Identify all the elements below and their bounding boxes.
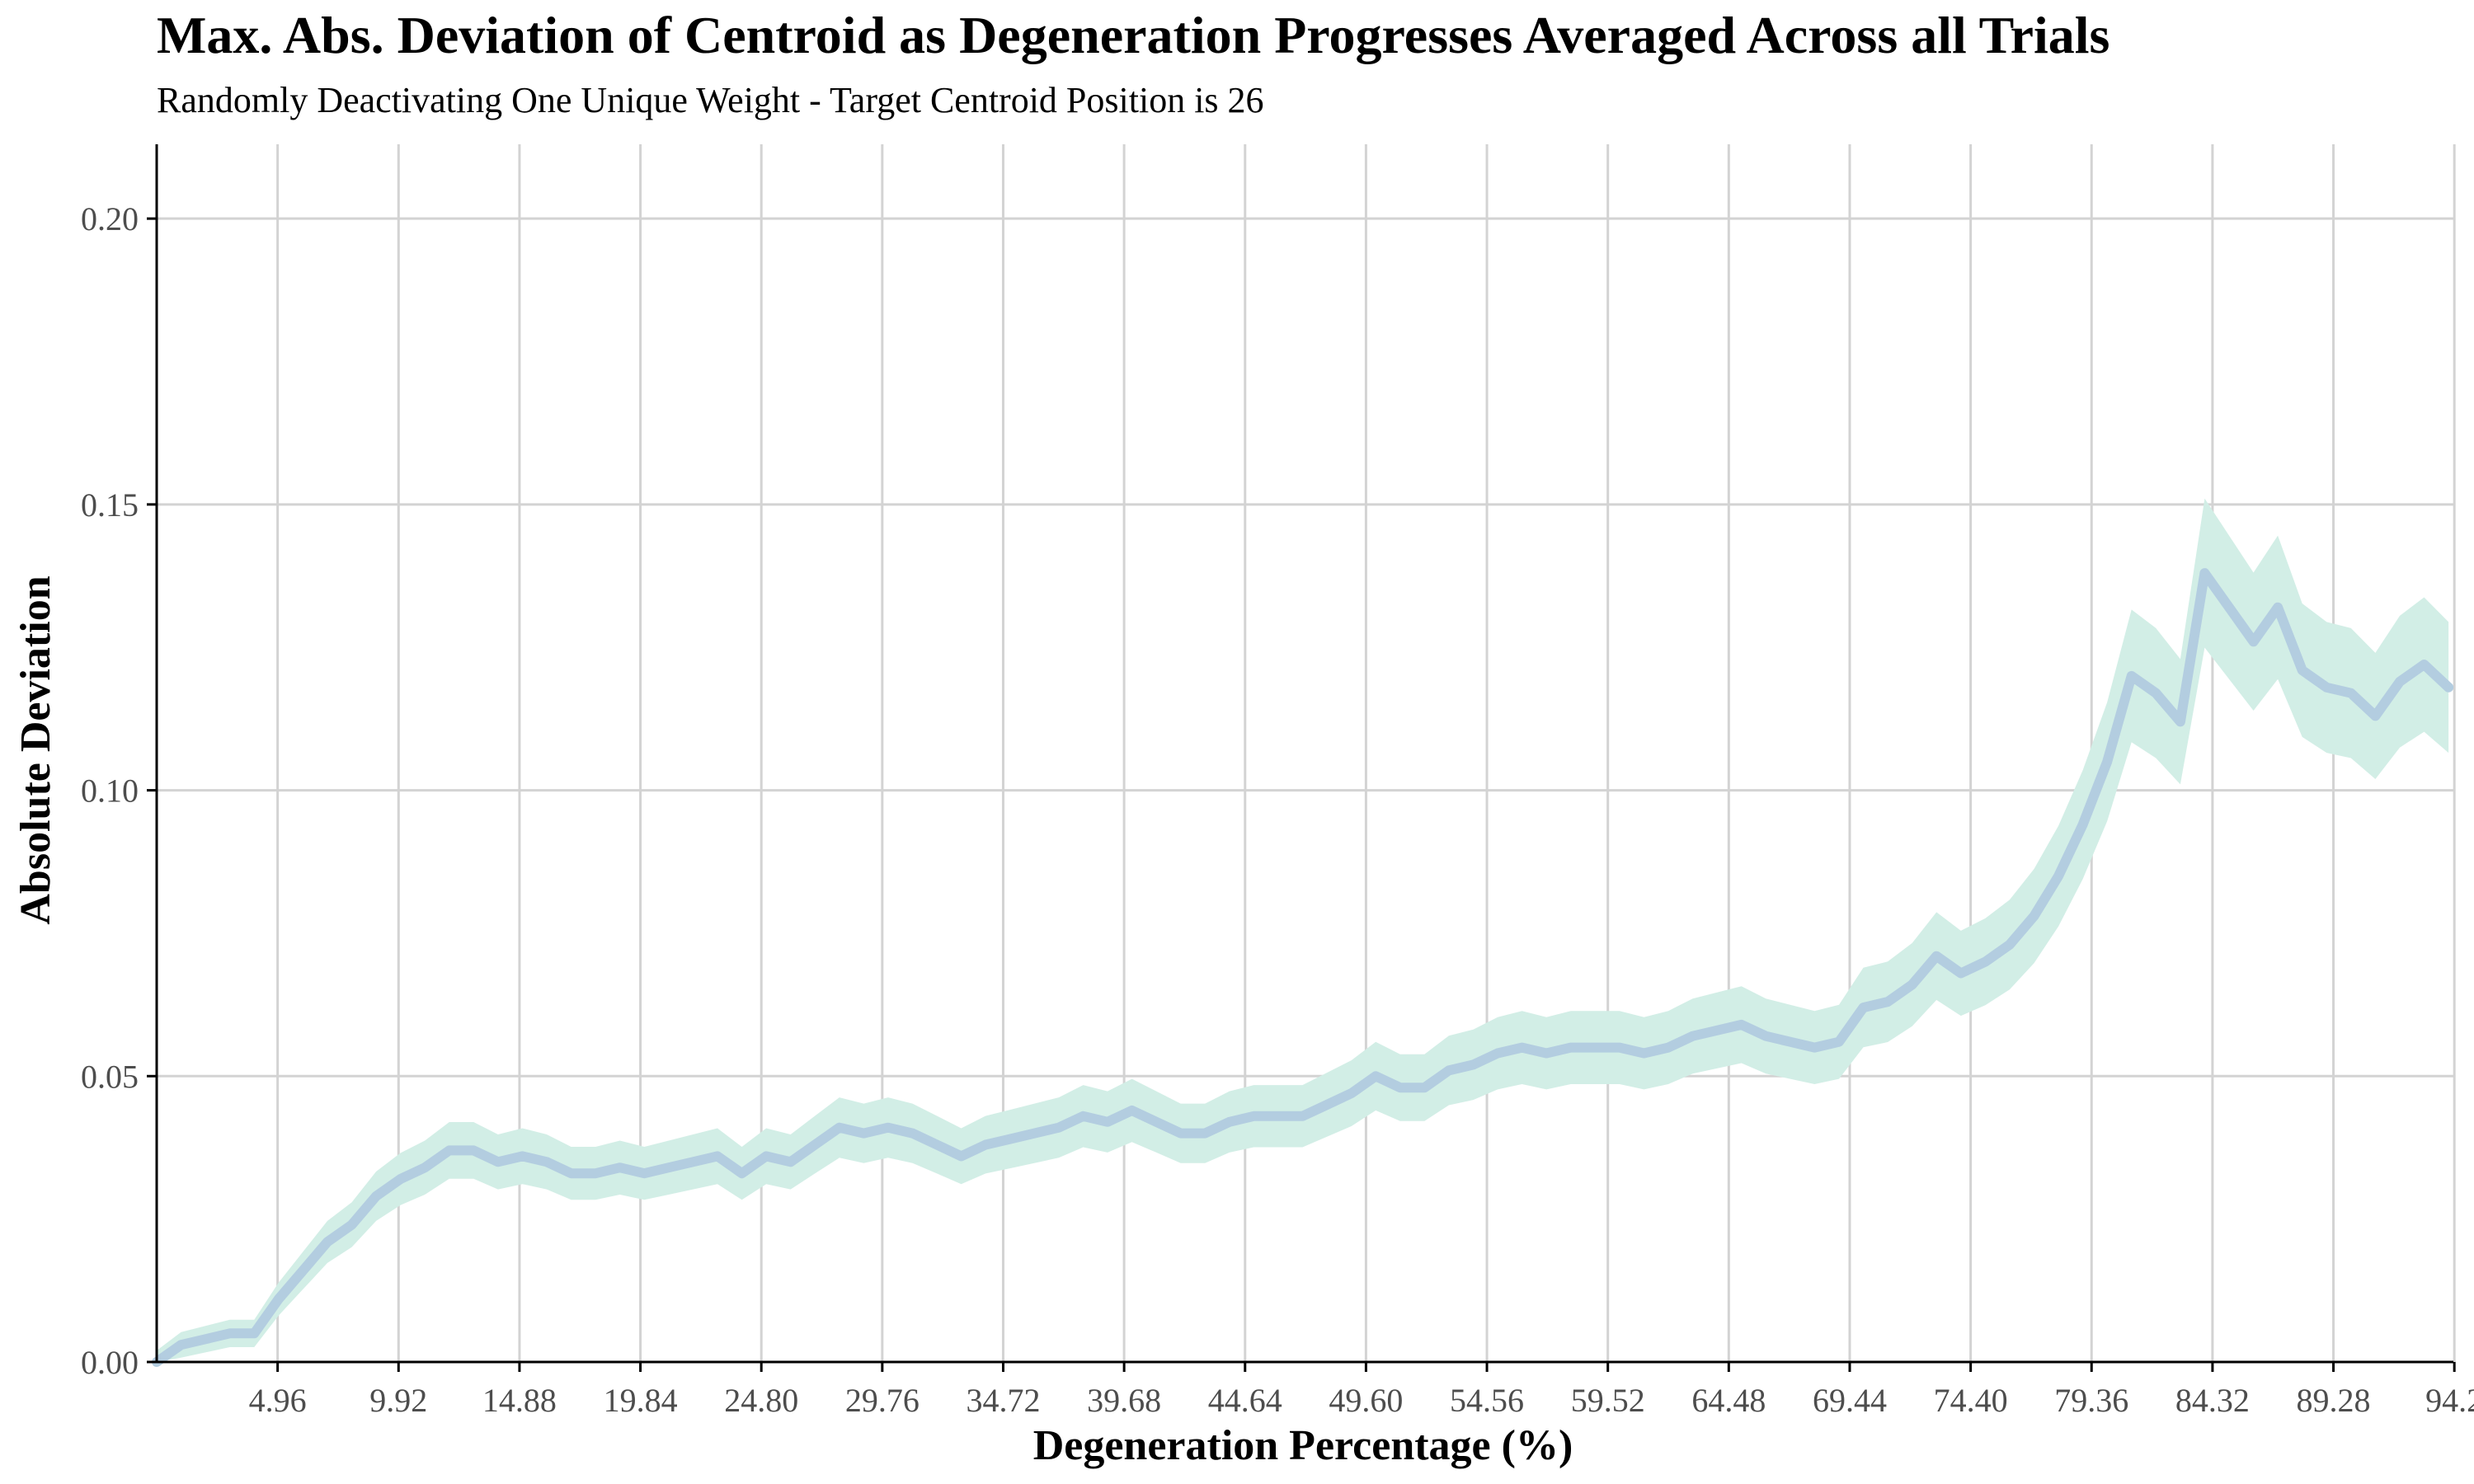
x-axis-ticks: 4.96 9.92 14.88 19.84 24.80 29.76 34.72 39.68 44… — [249, 1362, 2474, 1419]
x-tick-label: 14.88 — [482, 1382, 557, 1419]
x-axis-label: Degeneration Percentage (%) — [1033, 1422, 1573, 1469]
x-tick-label: 74.40 — [1934, 1382, 2008, 1419]
x-tick-label: 54.56 — [1450, 1382, 1524, 1419]
grid-lines — [157, 144, 2456, 1364]
x-tick-label: 79.36 — [2054, 1382, 2128, 1419]
y-tick-label: 0.20 — [81, 200, 139, 237]
mean-deviation-line — [152, 568, 2454, 1367]
x-tick-label: 9.92 — [369, 1382, 427, 1419]
y-axis-label: Absolute Deviation — [12, 575, 59, 924]
chart-subtitle: Randomly Deactivating One Unique Weight … — [157, 80, 1264, 120]
y-tick-label: 0.15 — [81, 486, 139, 524]
x-tick-label: 34.72 — [966, 1382, 1040, 1419]
y-tick-label: 0.05 — [81, 1058, 139, 1095]
y-tick-label: 0.10 — [81, 773, 139, 810]
x-tick-label: 4.96 — [249, 1382, 307, 1419]
x-tick-label: 49.60 — [1329, 1382, 1403, 1419]
x-tick-label: 39.68 — [1087, 1382, 1161, 1419]
x-tick-label: 94.2 — [2425, 1382, 2474, 1419]
x-tick-label: 64.48 — [1691, 1382, 1766, 1419]
chart-title: Max. Abs. Deviation of Centroid as Degen… — [157, 6, 2110, 64]
x-tick-label: 24.80 — [724, 1382, 798, 1419]
confidence-band — [157, 498, 2449, 1362]
x-tick-label: 59.52 — [1571, 1382, 1645, 1419]
x-tick-label: 19.84 — [604, 1382, 678, 1419]
x-tick-label: 44.64 — [1208, 1382, 1282, 1419]
y-tick-label: 0.00 — [81, 1344, 139, 1381]
x-tick-label: 69.44 — [1813, 1382, 1887, 1419]
x-tick-label: 84.32 — [2175, 1382, 2250, 1419]
y-axis-ticks: 0.00 0.05 0.10 0.15 0.20 — [81, 200, 157, 1381]
x-tick-label: 29.76 — [845, 1382, 920, 1419]
x-tick-label: 89.28 — [2297, 1382, 2371, 1419]
